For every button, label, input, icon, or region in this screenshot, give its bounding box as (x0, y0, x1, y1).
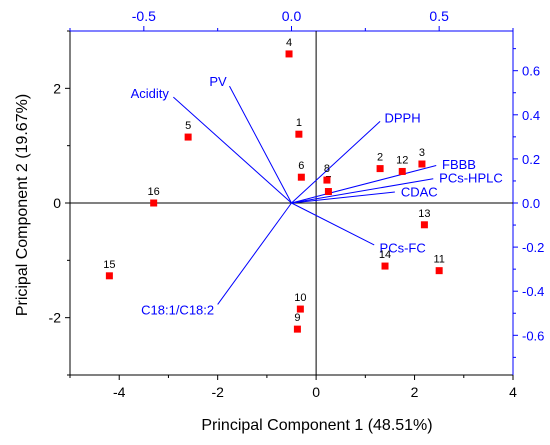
score-label: 10 (294, 292, 306, 304)
score-points: 12345678910111213141516 (103, 37, 445, 333)
loading-label: C18:1/C18:2 (141, 302, 214, 317)
axis-ticks: -4 -2 0 2 4 -2 0 2 -0.5 0.0 0.5 -0.6 -0.4 -0.2 0.0 0.2 0… (49, 8, 545, 400)
x-tick-label: -2 (211, 384, 224, 400)
top-tick-label: 0.0 (282, 8, 302, 24)
right-tick-label: -0.6 (522, 328, 544, 343)
x-tick-label: -4 (113, 384, 126, 400)
score-label: 5 (185, 120, 191, 132)
score-point (297, 173, 305, 181)
loading-vector-line (217, 202, 292, 305)
y-axis-label: Pricipal Component 2 (19.67%) (14, 94, 31, 316)
score-point (376, 165, 384, 173)
loading-label: PCs-HPLC (439, 171, 503, 186)
right-tick-label: 0.4 (522, 108, 540, 123)
x-tick-label: 2 (411, 384, 419, 400)
score-label: 8 (324, 163, 330, 175)
right-tick-label: 0.2 (522, 152, 540, 167)
y-tick-label: -2 (49, 310, 62, 326)
x-tick-label: 4 (509, 384, 517, 400)
right-tick-label: 0.6 (522, 64, 540, 79)
loading-vector-line (291, 202, 375, 246)
loading-vector-line (173, 96, 292, 204)
score-point (296, 305, 304, 313)
score-point (184, 133, 192, 141)
score-point (420, 221, 428, 229)
right-tick-label: 0.0 (522, 196, 540, 211)
loading-label: PCs-FC (380, 241, 426, 256)
score-point (435, 267, 443, 275)
loading-label: DPPH (385, 110, 421, 125)
score-label: 9 (294, 312, 300, 324)
score-label: 6 (298, 160, 304, 172)
score-point (418, 160, 426, 168)
score-label: 1 (296, 117, 302, 129)
x-tick-label: 0 (312, 384, 320, 400)
x-axis-label: Principal Component 1 (48.51%) (201, 417, 432, 434)
loading-vector-line (291, 121, 381, 204)
loading-vector-line (291, 165, 437, 204)
y-tick-label: 2 (53, 80, 61, 96)
score-label: 11 (433, 254, 444, 266)
score-point (293, 325, 301, 333)
top-tick-label: -0.5 (132, 8, 156, 24)
score-point (324, 188, 332, 196)
score-label: 4 (286, 37, 292, 49)
loading-label: CDAC (401, 184, 438, 199)
loading-label: Acidity (131, 86, 170, 101)
score-label: 13 (418, 208, 430, 220)
score-point (285, 50, 293, 58)
score-label: 12 (396, 154, 408, 166)
loading-label: PV (209, 74, 227, 89)
right-tick-label: -0.2 (522, 240, 544, 255)
loading-vector-line (229, 85, 292, 204)
score-label: 3 (419, 147, 425, 159)
y-tick-label: 0 (53, 195, 61, 211)
top-tick-label: 0.5 (429, 8, 449, 24)
loading-vector-line (291, 178, 434, 204)
score-label: 15 (103, 259, 115, 271)
score-point (150, 199, 158, 207)
loading-vector-line (291, 191, 395, 204)
score-label: 14 (379, 249, 391, 261)
score-point (323, 176, 331, 184)
right-tick-label: -0.4 (522, 284, 544, 299)
score-point (398, 167, 406, 175)
loading-label: FBBB (442, 157, 476, 172)
score-label: 2 (377, 152, 383, 164)
score-label: 16 (148, 186, 160, 198)
score-point (381, 262, 389, 270)
score-point (105, 272, 113, 280)
score-point (295, 130, 303, 138)
